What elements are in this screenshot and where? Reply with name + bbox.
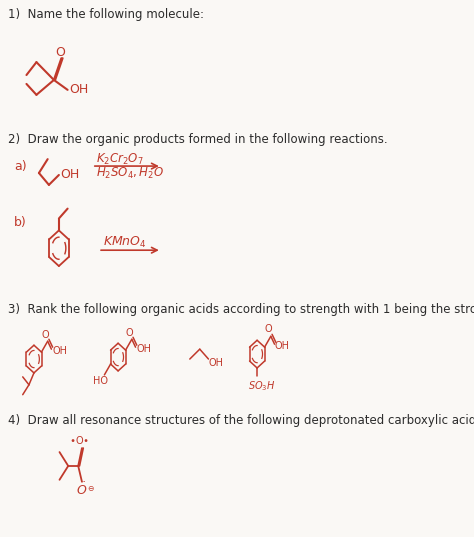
Text: $K_2Cr_2O_7$: $K_2Cr_2O_7$ xyxy=(96,151,144,166)
Text: 1)  Name the following molecule:: 1) Name the following molecule: xyxy=(8,8,204,21)
Text: b): b) xyxy=(14,216,27,229)
Text: O: O xyxy=(41,330,49,340)
Text: OH: OH xyxy=(53,346,68,356)
Text: OH: OH xyxy=(137,344,152,354)
Text: O: O xyxy=(126,328,133,338)
Text: $\bullet$O$\bullet$: $\bullet$O$\bullet$ xyxy=(69,434,90,446)
Text: 3)  Rank the following organic acids according to strength with 1 being the stro: 3) Rank the following organic acids acco… xyxy=(8,303,474,316)
Text: $SO_3H$: $SO_3H$ xyxy=(248,379,276,393)
Text: O: O xyxy=(264,324,272,335)
Text: 4)  Draw all resonance structures of the following deprotonated carboxylic acid:: 4) Draw all resonance structures of the … xyxy=(8,414,474,427)
Text: $\ddot{O}$: $\ddot{O}$ xyxy=(76,481,88,498)
Text: 2)  Draw the organic products formed in the following reactions.: 2) Draw the organic products formed in t… xyxy=(8,133,387,146)
Text: OH: OH xyxy=(209,358,223,368)
Text: HO: HO xyxy=(93,376,108,386)
Text: $H_2SO_4, H_2O$: $H_2SO_4, H_2O$ xyxy=(96,165,164,180)
Text: OH: OH xyxy=(69,83,88,96)
Text: O: O xyxy=(55,46,65,59)
Text: $^{\ominus}$: $^{\ominus}$ xyxy=(87,485,95,495)
Text: OH: OH xyxy=(274,341,290,351)
Text: OH: OH xyxy=(60,169,79,182)
Text: $KMnO_4$: $KMnO_4$ xyxy=(102,235,146,250)
Text: a): a) xyxy=(14,159,27,172)
